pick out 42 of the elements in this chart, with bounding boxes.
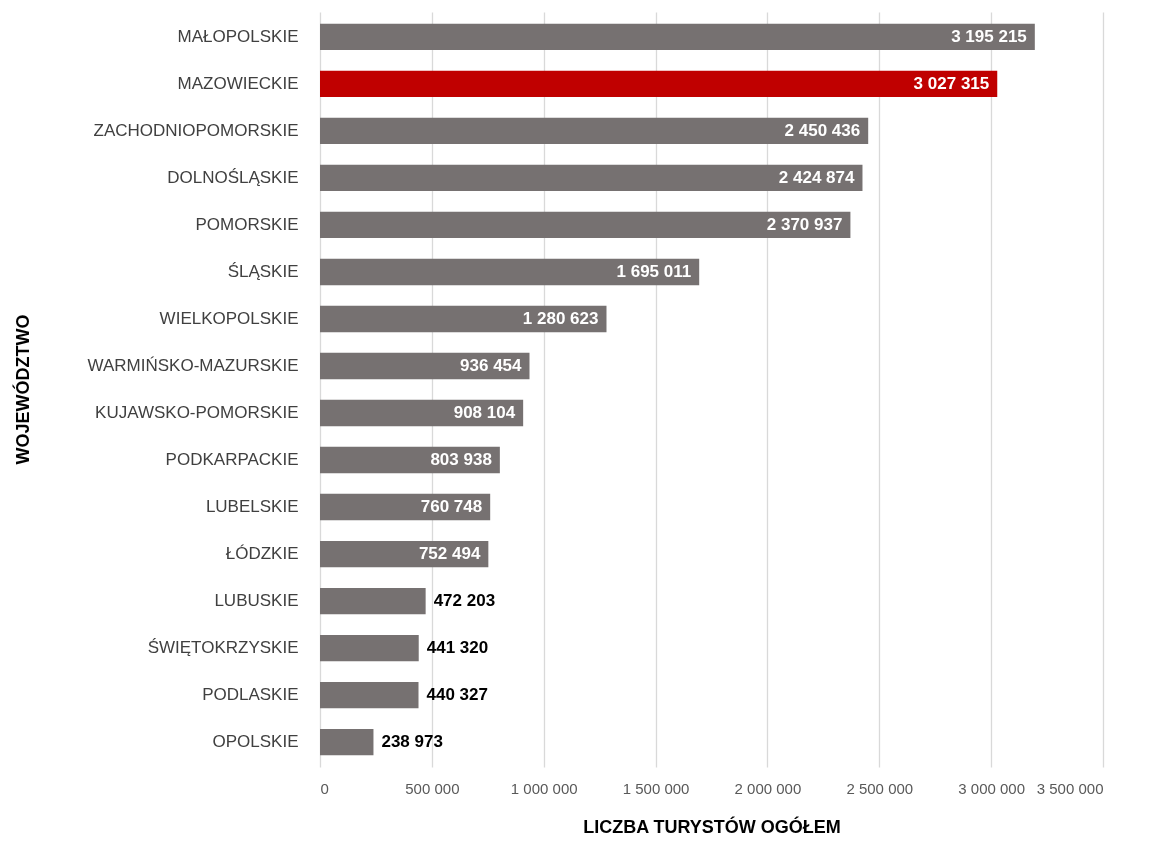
y-tick-label: OPOLSKIE <box>212 732 299 752</box>
y-tick-label: ŚLĄSKIE <box>227 261 299 281</box>
y-tick-label: PODKARPACKIE <box>165 450 299 470</box>
y-axis-title: WOJEWÓDZTWO <box>11 314 33 465</box>
x-tick-label: 2 500 000 <box>846 779 914 797</box>
y-tick-label: WIELKOPOLSKIE <box>159 308 299 328</box>
y-tick-label: LUBUSKIE <box>214 591 299 611</box>
y-tick-label: MAZOWIECKIE <box>177 73 299 93</box>
data-label: 803 938 <box>430 450 492 470</box>
x-tick-label: 3 000 000 <box>958 779 1026 797</box>
data-label: 441 320 <box>426 638 489 658</box>
data-label: 2 450 436 <box>784 120 861 140</box>
data-label: 1 280 623 <box>522 308 599 328</box>
y-tick-label: WARMIŃSKO-MAZURSKIE <box>87 355 299 375</box>
data-label: 908 104 <box>453 403 516 423</box>
data-label: 472 203 <box>433 591 496 611</box>
data-label: 760 748 <box>420 497 483 517</box>
y-tick-label: ŚWIĘTOKRZYSKIE <box>147 638 299 658</box>
data-label: 936 454 <box>460 355 523 375</box>
y-tick-label: ZACHODNIOPOMORSKIE <box>93 120 299 140</box>
y-tick-label: DOLNOŚLĄSKIE <box>167 167 299 187</box>
x-tick-label: 1 000 000 <box>510 779 578 797</box>
y-tick-label: LUBELSKIE <box>205 497 299 517</box>
y-tick-label: POMORSKIE <box>195 214 299 234</box>
x-axis-title: LICZBA TURYSTÓW OGÓŁEM <box>583 815 841 837</box>
data-label: 1 695 011 <box>616 261 692 281</box>
x-tick-label: 0 <box>320 779 329 797</box>
data-label: 3 027 315 <box>913 73 990 93</box>
data-label: 238 973 <box>381 732 443 752</box>
data-label: 752 494 <box>418 544 481 564</box>
data-label: 2 424 874 <box>778 167 856 187</box>
y-tick-label: MAŁOPOLSKIE <box>177 26 299 46</box>
x-tick-label: 1 500 000 <box>622 779 690 797</box>
y-tick-label: ŁÓDZKIE <box>225 544 299 564</box>
data-label: 3 195 215 <box>951 26 1027 46</box>
data-label: 440 327 <box>426 685 488 705</box>
data-label: 2 370 937 <box>766 214 843 234</box>
x-tick-label: 2 000 000 <box>734 779 802 797</box>
x-tick-label: 500 000 <box>405 779 460 797</box>
y-tick-label: KUJAWSKO-POMORSKIE <box>95 403 299 423</box>
y-tick-label: PODLASKIE <box>202 685 299 705</box>
x-tick-label: 3 500 000 <box>1036 779 1104 797</box>
